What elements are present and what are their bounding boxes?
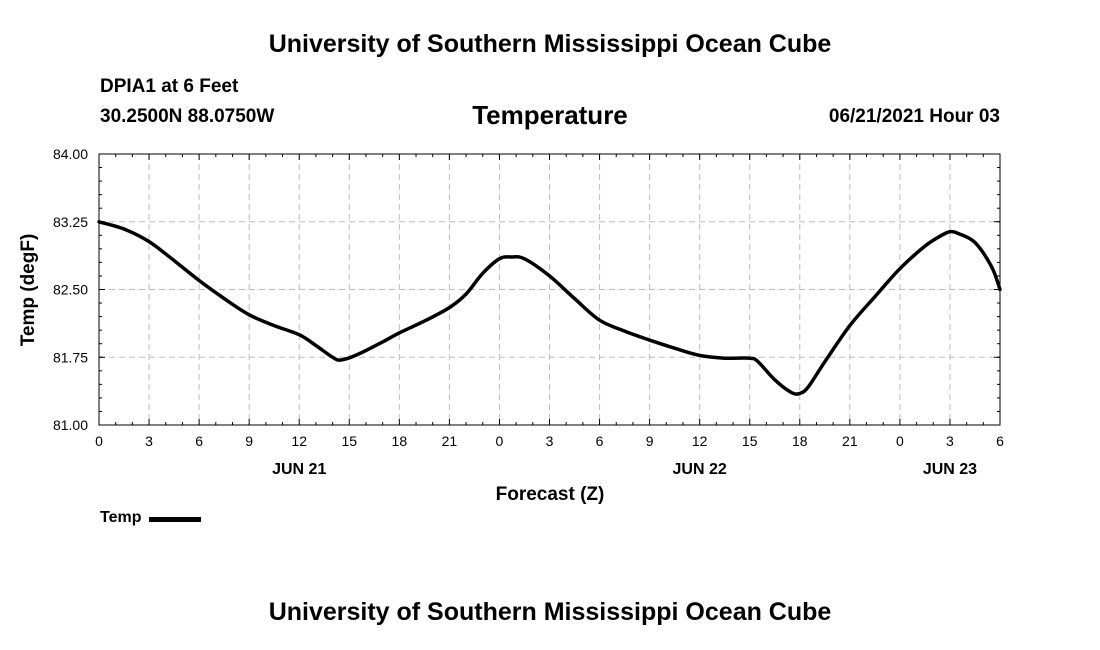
x-tick-label: 6: [195, 433, 203, 449]
series-line-temp: [97, 220, 1002, 396]
station-label: DPIA1 at 6 Feet: [100, 76, 239, 97]
legend: Temp: [100, 509, 202, 527]
tick-labels: 0 3 6 9 12 15 18 21 0 3 6 9 12 15 18 21 0 3 6 JUN 21 JUN 22 J…: [53, 146, 1004, 478]
x-tick-label: 6: [596, 433, 604, 449]
x-tick-label: 0: [496, 433, 504, 449]
x-axis-label: Forecast (Z): [496, 484, 605, 505]
x-tick-label: 0: [95, 433, 103, 449]
day-label: JUN 23: [923, 461, 977, 478]
day-label: JUN 21: [272, 461, 326, 478]
x-tick-label: 15: [742, 433, 758, 449]
y-tick-label: 81.75: [53, 349, 88, 365]
x-tick-label: 12: [692, 433, 708, 449]
page-footer: University of Southern Mississippi Ocean…: [268, 598, 832, 626]
y-tick-label: 83.25: [53, 214, 88, 230]
x-tick-label: 6: [996, 433, 1004, 449]
x-tick-label: 3: [546, 433, 554, 449]
x-tick-label: 0: [896, 433, 904, 449]
x-tick-label: 18: [392, 433, 408, 449]
x-tick-label: 21: [442, 433, 458, 449]
y-tick-label: 82.50: [53, 282, 88, 298]
x-tick-label: 3: [145, 433, 153, 449]
issue-time: 06/21/2021 Hour 03: [828, 106, 1000, 127]
legend-label-temp: Temp: [100, 509, 142, 526]
legend-swatch-temp: [149, 516, 202, 522]
y-tick-label: 84.00: [53, 146, 88, 162]
x-tick-label: 12: [291, 433, 307, 449]
y-axis-label: Temp (degF): [18, 234, 39, 347]
x-tick-label: 9: [245, 433, 253, 449]
day-label: JUN 22: [673, 461, 727, 478]
coordinates-label: 30.2500N 88.0750W: [100, 106, 275, 127]
y-tick-label: 81.00: [53, 417, 88, 433]
x-tick-label: 18: [792, 433, 808, 449]
x-tick-label: 9: [646, 433, 654, 449]
page-title: University of Southern Mississippi Ocean…: [268, 30, 832, 58]
chart-title: Temperature: [472, 100, 628, 130]
x-tick-label: 15: [341, 433, 357, 449]
x-tick-label: 21: [842, 433, 858, 449]
grid: [99, 154, 1000, 425]
x-tick-label: 3: [946, 433, 954, 449]
